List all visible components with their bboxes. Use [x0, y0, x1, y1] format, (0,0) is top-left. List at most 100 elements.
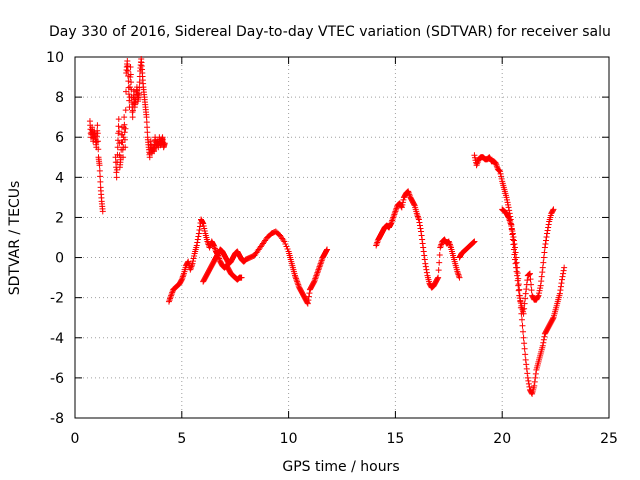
data-point-interp — [523, 365, 530, 372]
data-point-interp — [127, 74, 134, 81]
data-point-interp — [116, 128, 123, 135]
data-point — [556, 290, 563, 297]
data-point-interp — [96, 167, 103, 174]
data-point — [524, 374, 531, 381]
data-point-interp — [122, 125, 129, 132]
data-point-interp — [304, 299, 311, 306]
data-point — [509, 236, 516, 243]
y-tick-label: 0 — [55, 251, 64, 267]
data-point-interp — [399, 201, 406, 208]
data-point-interp — [515, 281, 522, 288]
data-point-interp — [540, 254, 547, 261]
data-point-interp — [421, 252, 428, 259]
data-point — [120, 154, 127, 161]
data-point — [507, 220, 514, 227]
data-point-interp — [411, 201, 418, 208]
data-point-interp — [560, 267, 567, 274]
data-point-interp — [532, 374, 539, 381]
data-point-interp — [310, 279, 317, 286]
data-point-interp — [201, 227, 208, 234]
data-point — [514, 264, 521, 271]
data-point-interp — [509, 227, 516, 234]
data-point — [531, 382, 538, 389]
data-point — [559, 276, 566, 283]
data-point — [539, 342, 546, 349]
data-point-interp — [532, 370, 539, 377]
data-point-interp — [521, 305, 528, 312]
data-point-interp — [528, 287, 535, 294]
data-point-interp — [545, 224, 552, 231]
data-point — [522, 356, 529, 363]
data-point-interp — [515, 287, 522, 294]
data-point — [541, 244, 548, 251]
data-point-interp — [416, 222, 423, 229]
data-point-interp — [125, 91, 132, 98]
data-point-interp — [539, 269, 546, 276]
data-point-interp — [122, 88, 129, 95]
data-point — [94, 122, 101, 129]
data-point — [136, 90, 143, 97]
data-point-interp — [129, 107, 136, 114]
data-point-interp — [518, 316, 525, 323]
y-tick-labels: -8 -6 -4 -2 0 2 4 6 8 10 — [46, 50, 64, 427]
data-point-interp — [515, 275, 522, 282]
data-point-interp — [122, 107, 129, 114]
data-point-interp — [523, 361, 530, 368]
y-tick-label: -4 — [50, 331, 64, 347]
data-point-interp — [113, 169, 120, 176]
data-point — [121, 114, 128, 121]
y-tick-label: 10 — [46, 50, 64, 66]
data-point-interp — [436, 252, 443, 259]
data-point-interp — [127, 84, 134, 91]
data-point-interp — [525, 380, 532, 387]
data-point-interp — [178, 277, 185, 284]
data-point-interp — [528, 389, 535, 396]
data-point-interp — [190, 255, 197, 262]
data-point-interp — [497, 170, 504, 177]
y-tick-label: -2 — [50, 291, 64, 307]
data-point-interp — [201, 225, 208, 232]
data-point-interp — [144, 129, 151, 136]
data-point-interp — [136, 79, 143, 86]
data-point-interp — [523, 286, 530, 293]
x-tick-label: 15 — [386, 431, 404, 447]
data-point-interp — [93, 133, 100, 140]
data-point-interp — [284, 246, 291, 253]
data-point-interp — [558, 280, 565, 287]
data-point-interp — [121, 136, 128, 143]
data-point — [526, 270, 533, 277]
data-point-interp — [526, 383, 533, 390]
data-point — [420, 244, 427, 251]
data-point-interp — [194, 236, 201, 243]
data-point — [520, 334, 527, 341]
data-point-interp — [498, 175, 505, 182]
data-point-interp — [136, 84, 143, 91]
data-point-interp — [423, 269, 430, 276]
data-point-interp — [524, 370, 531, 377]
data-point — [535, 292, 542, 299]
data-point-interp — [184, 259, 191, 266]
data-point-interp — [521, 340, 528, 347]
data-point-interp — [525, 377, 532, 384]
data-point — [550, 206, 557, 213]
data-point — [125, 78, 132, 85]
data-point-interp — [305, 297, 312, 304]
data-point-interp — [522, 295, 529, 302]
data-point — [96, 162, 103, 169]
data-point-interp — [144, 124, 151, 131]
data-point-interp — [519, 322, 526, 329]
data-point-interp — [545, 221, 552, 228]
data-point-interp — [526, 271, 533, 278]
data-point — [115, 116, 122, 123]
data-point — [124, 58, 131, 65]
data-point — [456, 274, 463, 281]
x-tick-labels: 0 5 10 15 20 25 — [71, 431, 618, 447]
data-point — [398, 204, 405, 211]
data-point-interp — [416, 219, 423, 226]
data-point-interp — [417, 225, 424, 232]
data-point — [435, 274, 442, 281]
data-point-interp — [470, 239, 477, 246]
data-point — [518, 310, 525, 317]
data-point-interp — [525, 271, 532, 278]
